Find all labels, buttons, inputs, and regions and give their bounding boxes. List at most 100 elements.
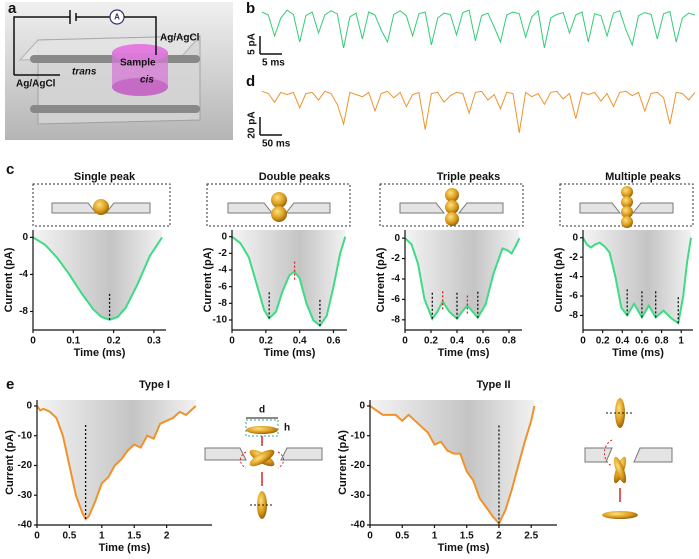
inset-label: d: [259, 405, 265, 416]
x-tick-label: 1.5: [127, 531, 141, 542]
y-tick-label: -6: [391, 294, 400, 305]
current-curve: [582, 237, 692, 325]
current-curve: [369, 405, 536, 526]
x-tick-label: 0.8: [655, 336, 669, 347]
scale-label: 50 ms: [262, 139, 291, 150]
current-curve: [404, 237, 521, 321]
x-tick-label: 0.8: [502, 336, 516, 347]
y-tick-label: 0: [572, 232, 578, 243]
current-curve: [36, 405, 197, 521]
x-tick-label: 0.2: [259, 336, 273, 347]
y-tick-label: -30: [18, 490, 33, 501]
x-tick-label: 0.6: [327, 336, 341, 347]
y-tick-label: -10: [18, 430, 33, 441]
x-tick-label: 0: [34, 531, 40, 542]
pore-shapes: [51, 202, 674, 214]
y-tick-label: -4: [19, 269, 28, 280]
cis-label: cis: [140, 75, 154, 86]
y-axis-label: Current (pA): [3, 247, 15, 312]
x-axis-label: Time (ms): [99, 542, 151, 554]
x-tick-label: 0.6: [635, 336, 649, 347]
scale-label: 5 ms: [262, 58, 285, 69]
y-tick-label: 0: [359, 401, 365, 412]
x-axis-label: Time (ms): [438, 542, 490, 554]
inset-label: h: [284, 423, 290, 434]
x-tick-label: 0.4: [615, 336, 629, 347]
x-tick-label: 0.5: [395, 531, 409, 542]
sample-label: Sample: [120, 58, 156, 69]
x-tick-label: 1.5: [460, 531, 474, 542]
x-tick-label: 2.5: [524, 531, 538, 542]
y-tick-label: -8: [19, 306, 28, 317]
chart-title: Multiple peaks: [605, 171, 681, 183]
chart-title: Type I: [139, 379, 170, 391]
current-curve: [32, 236, 163, 321]
chart-title: Double peaks: [259, 171, 331, 183]
y-tick-label: -2: [569, 252, 578, 263]
x-tick-label: 2: [164, 531, 170, 542]
shaded-area: [370, 400, 535, 524]
x-tick-label: 1: [432, 531, 438, 542]
shaded-area: [232, 230, 346, 326]
y-tick-label: -4: [391, 274, 400, 285]
x-tick-label: 0.2: [107, 336, 121, 347]
y-tick-label: -10: [351, 430, 366, 441]
chart-title: Single peak: [74, 171, 136, 183]
y-axis-label: Current (pA): [375, 247, 387, 312]
y-tick-label: -2: [218, 248, 227, 259]
current-curve: [231, 235, 347, 328]
electrode-label: Ag/AgCl: [16, 79, 56, 90]
y-tick-label: -20: [18, 460, 33, 471]
chart-title: Triple peaks: [437, 171, 501, 183]
x-axis-label: Time (ms): [438, 347, 490, 359]
setup-illustration: [5, 2, 233, 140]
current-trace: [261, 90, 696, 133]
panel-label: d: [246, 73, 255, 90]
y-tick-label: -40: [351, 520, 366, 531]
y-tick-label: -8: [569, 310, 578, 321]
y-tick-label: 0: [221, 231, 227, 242]
rod-insets: [204, 398, 673, 519]
chart-title: Type II: [476, 379, 510, 391]
y-tick-label: 0: [22, 232, 28, 243]
x-tick-label: 0.2: [424, 336, 438, 347]
panel-label: e: [6, 376, 14, 393]
x-axis-label: Time (ms): [612, 347, 664, 359]
x-tick-label: 0: [30, 336, 36, 347]
x-tick-label: 0.5: [62, 531, 76, 542]
y-tick-label: 0: [26, 401, 32, 412]
x-tick-label: 0.4: [450, 336, 464, 347]
y-tick-label: -30: [351, 490, 366, 501]
y-axis-label: Current (pA): [202, 247, 214, 312]
x-tick-label: 0: [402, 336, 408, 347]
x-tick-label: 0.1: [66, 336, 80, 347]
panel-label: b: [246, 0, 255, 17]
x-tick-label: 2: [496, 531, 502, 542]
y-tick-label: -10: [213, 315, 228, 326]
y-tick-label: -4: [569, 271, 578, 282]
x-tick-label: 1: [99, 531, 105, 542]
panel-label: c: [6, 161, 14, 178]
electrode-label: Ag/AgCl: [160, 33, 200, 44]
y-tick-label: -8: [218, 298, 227, 309]
ammeter-label: A: [114, 13, 120, 22]
x-tick-label: 0.6: [476, 336, 490, 347]
x-tick-label: 1: [678, 336, 684, 347]
x-axis-label: Time (ms): [264, 347, 316, 359]
scale-label: 5 pA: [247, 33, 258, 55]
y-tick-label: 0: [394, 233, 400, 244]
shaded-area: [37, 400, 196, 519]
scale-label: 20 pA: [247, 111, 258, 138]
trans-label: trans: [72, 67, 97, 78]
x-tick-label: 0.2: [596, 336, 610, 347]
y-axis-label: Current (pA): [4, 430, 16, 495]
y-tick-label: -40: [18, 520, 33, 531]
particles: [93, 186, 633, 228]
panel-label: a: [8, 0, 17, 17]
shaded-area: [33, 230, 162, 320]
current-trace: [261, 9, 696, 49]
x-tick-label: 0.4: [293, 336, 307, 347]
x-tick-label: 0: [229, 336, 235, 347]
y-axis-label: Current (pA): [553, 247, 565, 312]
